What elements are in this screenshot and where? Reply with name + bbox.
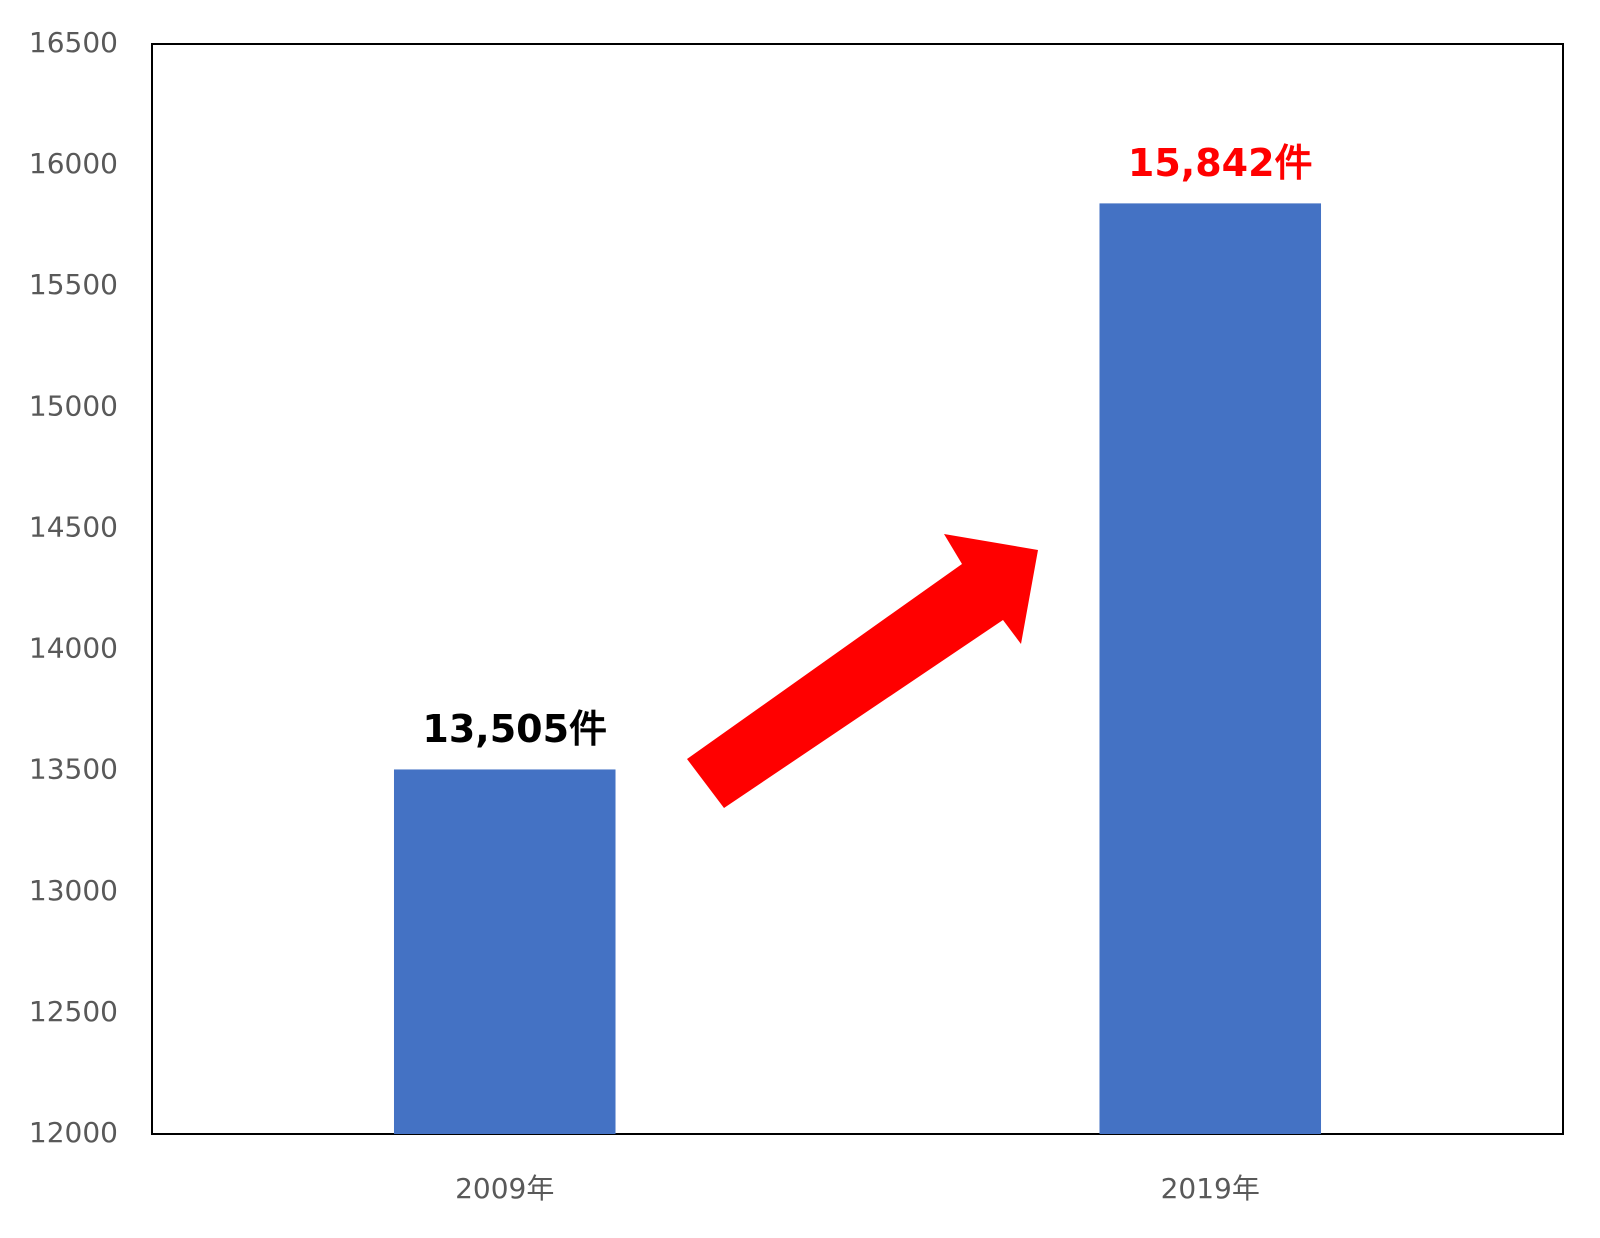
value-label: 15,842件 — [1128, 141, 1313, 185]
y-tick-label: 16500 — [29, 26, 118, 59]
x-tick-label: 2019年 — [1161, 1172, 1260, 1205]
trend-arrow — [687, 534, 1038, 808]
x-tick-label: 2009年 — [455, 1172, 554, 1205]
plot-frame — [151, 43, 1564, 1135]
y-tick-label: 13500 — [29, 753, 118, 786]
bar — [393, 769, 616, 1134]
y-tick-label: 15500 — [29, 268, 118, 301]
y-tick-label: 15000 — [29, 389, 118, 422]
bar — [1099, 203, 1322, 1135]
y-tick-label: 14000 — [29, 632, 118, 665]
value-label: 13,505件 — [422, 707, 607, 751]
y-tick-label: 16000 — [29, 147, 118, 180]
y-tick-label: 12500 — [29, 995, 118, 1028]
y-tick-label: 14500 — [29, 510, 118, 543]
y-tick-label: 12000 — [29, 1116, 118, 1149]
y-tick-label: 13000 — [29, 874, 118, 907]
